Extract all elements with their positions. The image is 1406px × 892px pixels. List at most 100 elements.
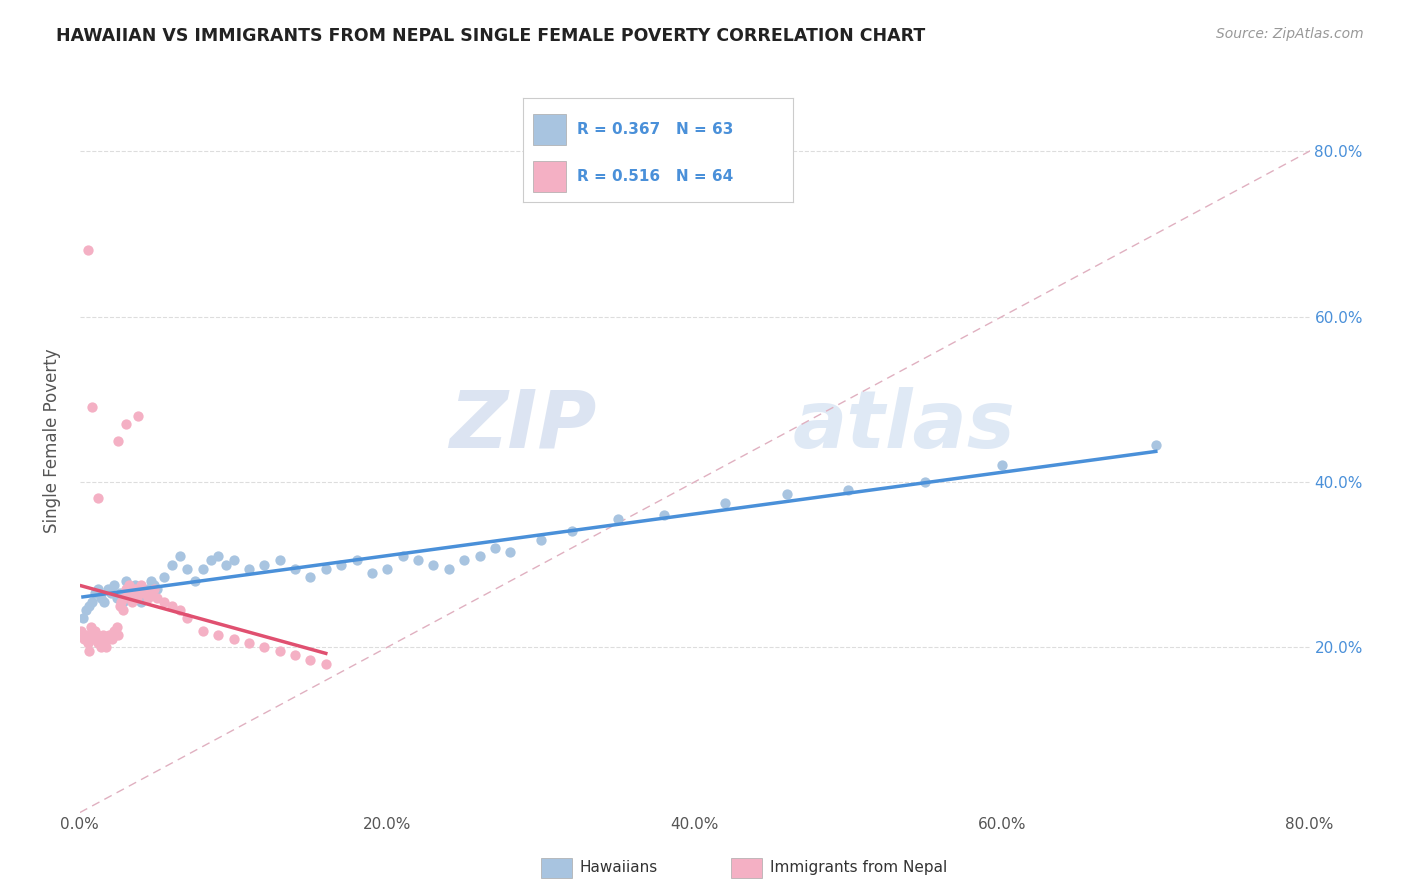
Point [87, 582, 110, 597]
Point [114, 591, 136, 605]
Point [86, 628, 108, 642]
Point [315, 657, 337, 671]
Point [406, 553, 429, 567]
Point [121, 595, 143, 609]
Point [391, 549, 413, 564]
Point [107, 628, 129, 642]
Point [72, 628, 94, 642]
Point [145, 582, 167, 597]
Point [76, 244, 98, 258]
Point [176, 611, 198, 625]
Point [100, 586, 122, 600]
Point [530, 533, 553, 547]
Point [120, 591, 142, 605]
Point [77, 644, 100, 658]
Point [437, 562, 460, 576]
Point [96, 632, 118, 646]
Point [83, 632, 105, 646]
Point [191, 624, 214, 638]
Point [139, 574, 162, 588]
Point [108, 586, 131, 600]
Point [104, 628, 127, 642]
Point [422, 558, 444, 572]
Point [76, 636, 98, 650]
Point [108, 599, 131, 613]
Point [269, 553, 291, 567]
Point [121, 586, 143, 600]
Y-axis label: Single Female Poverty: Single Female Poverty [44, 348, 60, 533]
Point [93, 595, 115, 609]
Text: Source: ZipAtlas.com: Source: ZipAtlas.com [1216, 27, 1364, 41]
Point [75, 628, 97, 642]
Point [111, 595, 134, 609]
Point [90, 640, 112, 655]
Point [914, 475, 936, 489]
Point [299, 652, 322, 666]
Point [169, 549, 191, 564]
Point [222, 553, 245, 567]
Point [77, 599, 100, 613]
Point [124, 582, 146, 597]
Point [238, 636, 260, 650]
Point [115, 417, 138, 431]
Point [207, 628, 229, 642]
Point [70, 624, 93, 638]
Point [89, 632, 111, 646]
Point [346, 553, 368, 567]
Point [84, 624, 107, 638]
Point [184, 574, 207, 588]
Point [128, 582, 150, 597]
Point [98, 628, 121, 642]
Point [107, 434, 129, 448]
Point [82, 401, 104, 415]
Text: HAWAIIAN VS IMMIGRANTS FROM NEPAL SINGLE FEMALE POVERTY CORRELATION CHART: HAWAIIAN VS IMMIGRANTS FROM NEPAL SINGLE… [56, 27, 925, 45]
Point [142, 582, 165, 597]
Point [299, 570, 322, 584]
Point [131, 578, 153, 592]
Point [776, 487, 799, 501]
Point [269, 644, 291, 658]
Point [125, 591, 148, 605]
Point [110, 595, 132, 609]
Point [134, 586, 156, 600]
Text: Immigrants from Nepal: Immigrants from Nepal [770, 861, 948, 875]
Point [87, 636, 110, 650]
Point [315, 562, 337, 576]
Point [105, 619, 128, 633]
Point [118, 578, 141, 592]
Text: atlas: atlas [793, 386, 1015, 465]
Point [153, 595, 176, 609]
Point [87, 491, 110, 506]
Point [652, 508, 675, 522]
Point [561, 524, 583, 539]
Point [127, 586, 149, 600]
Point [94, 640, 117, 655]
Point [72, 611, 94, 625]
Point [375, 562, 398, 576]
Point [499, 545, 522, 559]
Point [468, 549, 491, 564]
Point [82, 595, 104, 609]
Point [139, 586, 162, 600]
Point [837, 483, 859, 497]
Point [115, 574, 138, 588]
Point [111, 603, 134, 617]
Point [124, 578, 146, 592]
Text: ZIP: ZIP [449, 386, 596, 465]
Point [1144, 438, 1167, 452]
Point [160, 599, 183, 613]
Point [103, 578, 125, 592]
Point [96, 582, 118, 597]
Point [115, 582, 138, 597]
Point [207, 549, 229, 564]
Point [100, 628, 122, 642]
Point [330, 558, 353, 572]
Point [253, 558, 276, 572]
Point [93, 636, 115, 650]
Point [484, 541, 506, 555]
Point [91, 628, 114, 642]
Point [253, 640, 276, 655]
Point [169, 603, 191, 617]
Point [714, 495, 737, 509]
Point [134, 586, 156, 600]
